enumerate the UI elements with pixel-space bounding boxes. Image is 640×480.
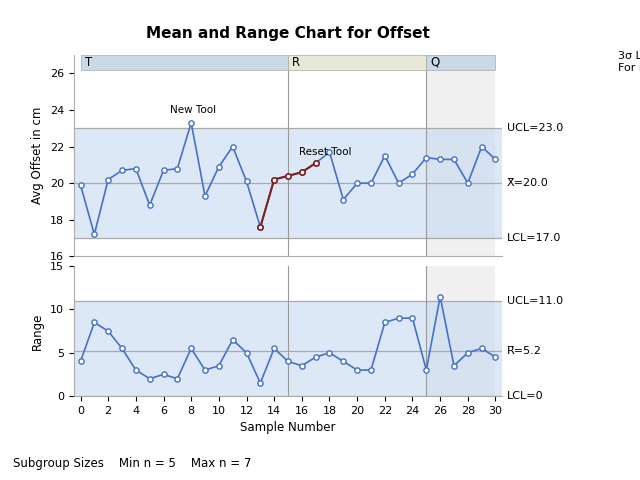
Y-axis label: Avg Offset in cm: Avg Offset in cm — [31, 107, 44, 204]
Bar — [81, 55, 288, 256]
Bar — [81, 266, 288, 396]
FancyBboxPatch shape — [288, 55, 426, 70]
Bar — [426, 266, 495, 396]
Text: R: R — [292, 56, 300, 69]
Text: UCL=23.0: UCL=23.0 — [506, 123, 563, 133]
Bar — [426, 55, 495, 256]
Text: 3σ Limits
For n=5: 3σ Limits For n=5 — [618, 51, 640, 73]
Bar — [288, 266, 426, 396]
Text: Mean and Range Chart for Offset: Mean and Range Chart for Offset — [146, 26, 430, 41]
Text: Q: Q — [431, 56, 440, 69]
Bar — [74, 301, 502, 396]
Text: Subgroup Sizes    Min n = 5    Max n = 7: Subgroup Sizes Min n = 5 Max n = 7 — [13, 457, 251, 470]
Text: T: T — [84, 56, 92, 69]
X-axis label: Sample Number: Sample Number — [240, 421, 336, 434]
Text: Reset Tool: Reset Tool — [299, 147, 351, 156]
Text: R̅=5.2: R̅=5.2 — [506, 346, 541, 356]
Bar — [288, 55, 426, 256]
Text: UCL=11.0: UCL=11.0 — [506, 296, 563, 306]
Y-axis label: Range: Range — [31, 312, 44, 350]
Bar — [74, 128, 502, 238]
Text: New Tool: New Tool — [170, 105, 216, 115]
FancyBboxPatch shape — [81, 55, 288, 70]
Text: LCL=17.0: LCL=17.0 — [506, 233, 561, 243]
Text: LCL=0: LCL=0 — [506, 391, 543, 401]
Text: X̅=20.0: X̅=20.0 — [506, 178, 548, 188]
FancyBboxPatch shape — [426, 55, 495, 70]
